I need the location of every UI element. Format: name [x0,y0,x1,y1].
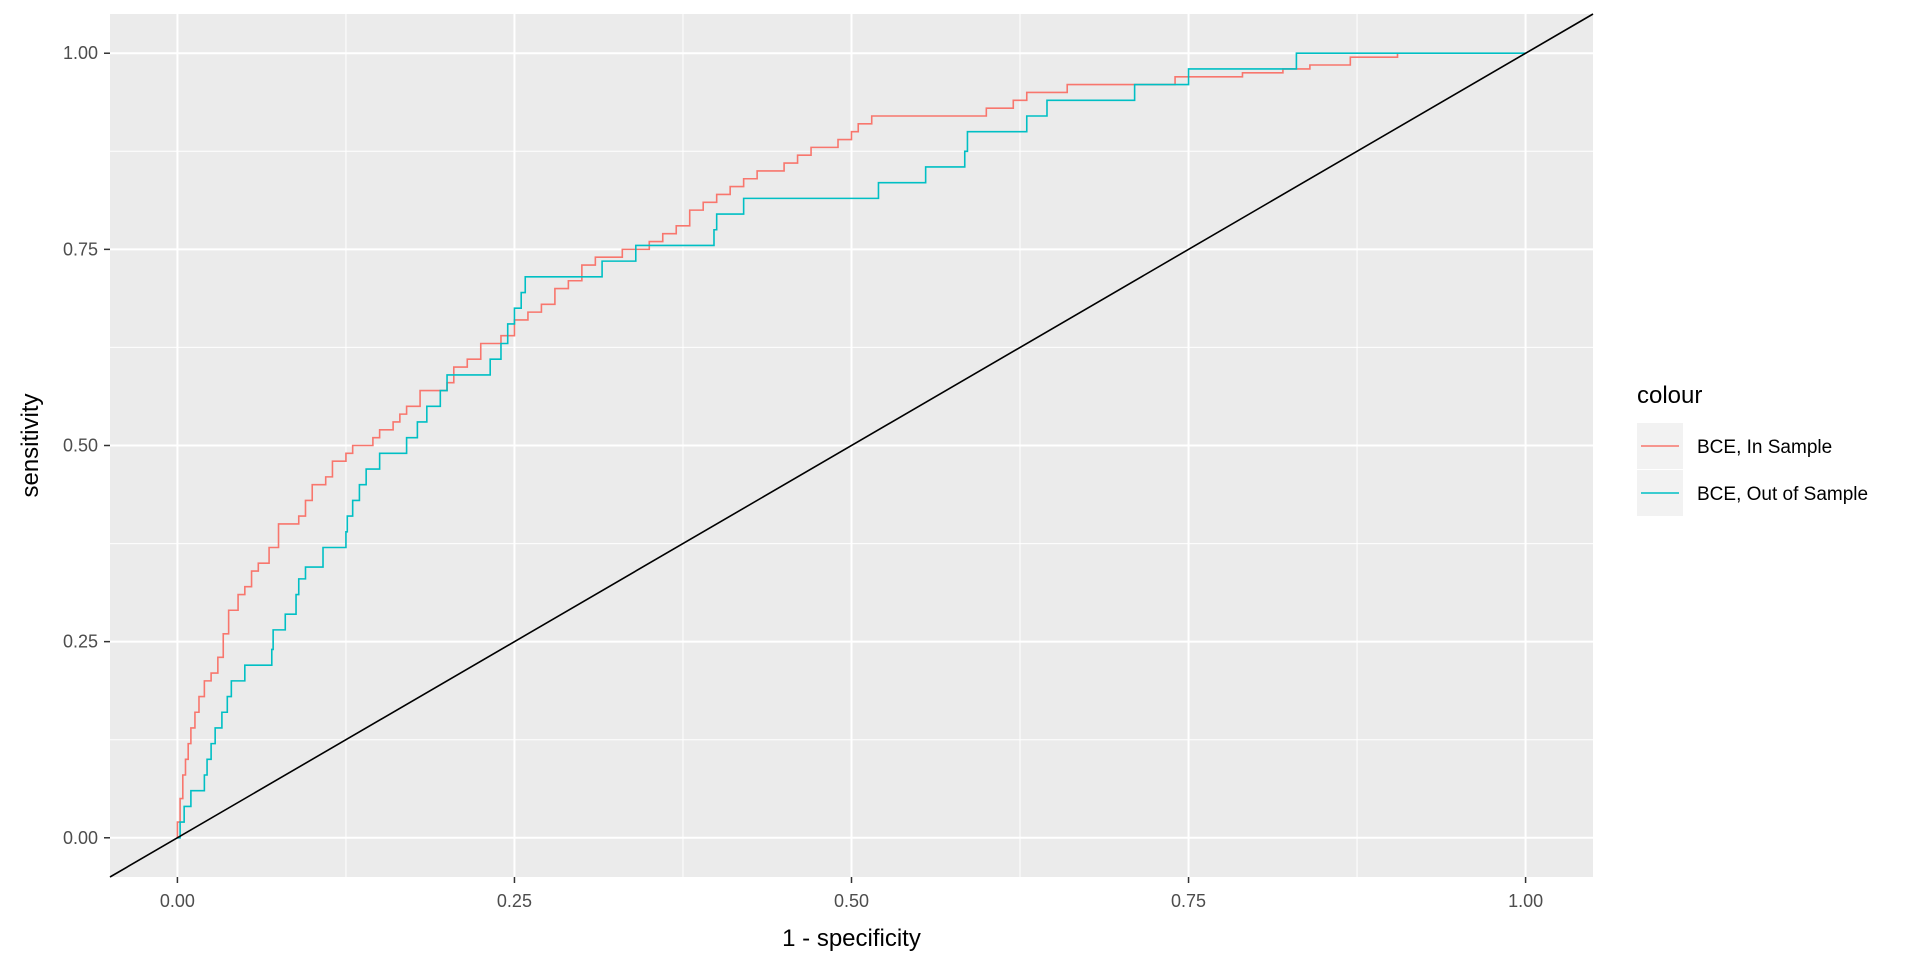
y-tick-label: 0.75 [63,239,98,259]
legend-label: BCE, In Sample [1697,437,1832,458]
y-tick-label: 0.50 [63,436,98,456]
legend-items: BCE, In Sample BCE, Out of Sample [1637,423,1868,516]
y-tick-label: 0.00 [63,828,98,848]
series-layer [176,52,1526,839]
y-axis-title: sensitivity [17,393,44,497]
y-axis-ticks: 0.00 0.25 0.50 0.75 1.00 [63,43,110,848]
legend-title: colour [1637,382,1702,409]
series-line-in-sample [176,53,1399,838]
reference-diagonal-line [109,13,1594,878]
reference-line-layer [109,13,1594,878]
x-axis-title: 1 - specificity [782,925,921,952]
y-tick-label: 1.00 [63,43,98,63]
legend: colour BCE, In Sample BCE, Out of Sample [1637,382,1868,516]
x-tick-label: 0.50 [834,891,869,911]
legend-label: BCE, Out of Sample [1697,484,1868,505]
x-tick-label: 0.75 [1171,891,1206,911]
series-line-out-of-sample [177,52,1526,839]
x-tick-label: 0.25 [497,891,532,911]
y-tick-label: 0.25 [63,632,98,652]
x-axis-ticks: 0.00 0.25 0.50 0.75 1.00 [160,877,1543,911]
x-tick-label: 0.00 [160,891,195,911]
x-tick-label: 1.00 [1508,891,1543,911]
